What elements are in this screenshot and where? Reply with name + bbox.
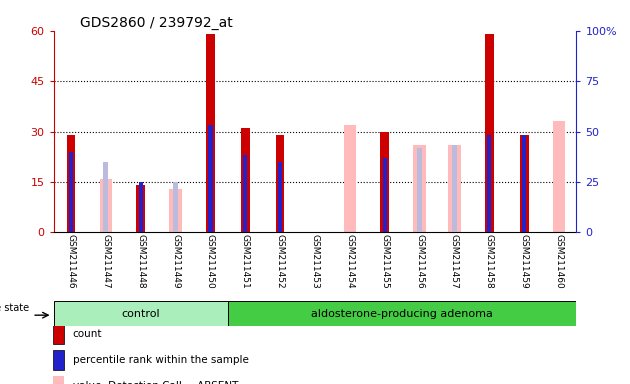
Text: control: control bbox=[122, 309, 160, 319]
Bar bbox=[487, 135, 491, 232]
Bar bbox=[553, 121, 565, 232]
Bar bbox=[103, 162, 108, 232]
Bar bbox=[417, 148, 422, 232]
Text: GSM211451: GSM211451 bbox=[241, 234, 249, 288]
Text: aldosterone-producing adenoma: aldosterone-producing adenoma bbox=[311, 309, 493, 319]
Bar bbox=[228, 301, 576, 326]
Text: GSM211456: GSM211456 bbox=[415, 234, 424, 288]
Bar bbox=[52, 350, 64, 370]
Bar bbox=[169, 189, 181, 232]
Text: GSM211447: GSM211447 bbox=[101, 234, 110, 288]
Text: disease state: disease state bbox=[0, 303, 30, 313]
Text: GDS2860 / 239792_at: GDS2860 / 239792_at bbox=[79, 16, 232, 30]
Text: GSM211459: GSM211459 bbox=[520, 234, 529, 288]
Bar bbox=[52, 324, 64, 344]
Text: GSM211449: GSM211449 bbox=[171, 234, 180, 288]
Text: percentile rank within the sample: percentile rank within the sample bbox=[72, 355, 248, 365]
Bar bbox=[100, 179, 112, 232]
Text: GSM211455: GSM211455 bbox=[381, 234, 389, 288]
Bar bbox=[520, 135, 529, 232]
Bar bbox=[344, 125, 356, 232]
Bar bbox=[173, 182, 178, 232]
Text: GSM211446: GSM211446 bbox=[67, 234, 76, 288]
Bar bbox=[413, 145, 426, 232]
Bar bbox=[54, 301, 228, 326]
Text: GSM211460: GSM211460 bbox=[554, 234, 563, 288]
Bar bbox=[522, 135, 526, 232]
Text: GSM211448: GSM211448 bbox=[136, 234, 145, 288]
Bar bbox=[276, 135, 285, 232]
Bar bbox=[243, 155, 248, 232]
Bar bbox=[449, 145, 461, 232]
Text: GSM211458: GSM211458 bbox=[485, 234, 494, 288]
Bar bbox=[452, 145, 457, 232]
Text: count: count bbox=[72, 329, 102, 339]
Bar bbox=[241, 128, 249, 232]
Text: GSM211450: GSM211450 bbox=[206, 234, 215, 288]
Bar bbox=[209, 125, 212, 232]
Bar bbox=[67, 135, 76, 232]
Bar bbox=[485, 34, 494, 232]
Bar bbox=[206, 34, 215, 232]
Text: GSM211454: GSM211454 bbox=[345, 234, 354, 288]
Bar bbox=[139, 182, 143, 232]
Bar bbox=[136, 185, 145, 232]
Bar bbox=[382, 158, 387, 232]
Text: GSM211453: GSM211453 bbox=[311, 234, 319, 288]
Bar bbox=[381, 131, 389, 232]
Bar bbox=[278, 162, 282, 232]
Text: GSM211452: GSM211452 bbox=[276, 234, 285, 288]
Bar bbox=[69, 152, 73, 232]
Text: value, Detection Call = ABSENT: value, Detection Call = ABSENT bbox=[72, 381, 238, 384]
Text: GSM211457: GSM211457 bbox=[450, 234, 459, 288]
Bar bbox=[52, 376, 64, 384]
